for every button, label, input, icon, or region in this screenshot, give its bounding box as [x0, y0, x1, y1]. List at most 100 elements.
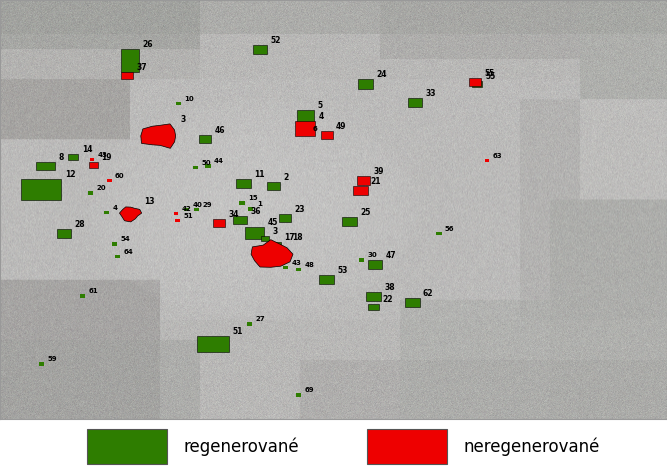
- Bar: [358, 79, 373, 89]
- Text: 6: 6: [313, 126, 317, 132]
- Text: 4: 4: [319, 112, 324, 121]
- Bar: [173, 212, 179, 215]
- Text: 10: 10: [184, 96, 194, 102]
- Text: 2: 2: [283, 173, 289, 182]
- Bar: [366, 292, 381, 301]
- Text: 39: 39: [374, 167, 384, 176]
- Bar: [248, 207, 253, 210]
- Text: 64: 64: [123, 249, 133, 255]
- Text: 3: 3: [273, 227, 278, 236]
- Text: 55: 55: [484, 70, 494, 78]
- Bar: [267, 182, 280, 191]
- Bar: [239, 201, 245, 205]
- Bar: [87, 429, 167, 464]
- Bar: [112, 243, 117, 246]
- Text: 27: 27: [255, 316, 265, 322]
- Text: 54: 54: [121, 237, 131, 243]
- Text: 20: 20: [97, 185, 106, 191]
- Text: 25: 25: [360, 208, 371, 217]
- Text: 8: 8: [58, 154, 63, 162]
- Text: 50: 50: [201, 160, 211, 166]
- Bar: [89, 158, 95, 161]
- Text: 5: 5: [317, 101, 322, 110]
- Bar: [304, 132, 309, 135]
- Text: 63: 63: [492, 153, 502, 159]
- Text: 4: 4: [113, 205, 117, 210]
- Text: 47: 47: [386, 251, 396, 260]
- Text: 52: 52: [271, 36, 281, 45]
- Text: 15: 15: [248, 195, 257, 201]
- Text: 33: 33: [426, 89, 436, 98]
- Text: 34: 34: [228, 210, 239, 219]
- Text: 18: 18: [293, 233, 303, 242]
- Text: 43: 43: [97, 152, 107, 158]
- Text: 43: 43: [291, 260, 301, 266]
- Text: 48: 48: [305, 262, 315, 268]
- Text: 69: 69: [305, 387, 314, 393]
- Polygon shape: [141, 124, 175, 148]
- Text: 30: 30: [368, 253, 378, 258]
- Bar: [436, 232, 442, 235]
- Bar: [205, 164, 211, 168]
- Text: 60: 60: [115, 173, 125, 179]
- Bar: [121, 72, 133, 79]
- Text: 42: 42: [181, 207, 191, 212]
- Bar: [115, 255, 120, 258]
- Bar: [297, 110, 314, 127]
- Bar: [253, 45, 267, 54]
- Bar: [69, 154, 79, 161]
- Bar: [175, 219, 180, 222]
- Text: 26: 26: [143, 40, 153, 49]
- Bar: [469, 78, 481, 86]
- Text: 12: 12: [65, 170, 75, 179]
- Bar: [368, 304, 379, 310]
- Text: 45: 45: [267, 219, 278, 228]
- Bar: [199, 136, 211, 143]
- Bar: [39, 363, 44, 366]
- Text: neregenerované: neregenerované: [464, 438, 600, 456]
- Text: 1: 1: [257, 201, 261, 207]
- Text: 51: 51: [233, 327, 243, 336]
- Text: 22: 22: [382, 295, 393, 304]
- Bar: [353, 186, 368, 195]
- Text: 21: 21: [371, 177, 382, 186]
- Bar: [176, 102, 181, 105]
- Bar: [367, 429, 447, 464]
- Text: 14: 14: [81, 145, 92, 154]
- Bar: [245, 228, 264, 239]
- Bar: [197, 336, 229, 352]
- Bar: [321, 131, 333, 139]
- Text: 23: 23: [295, 205, 305, 214]
- Text: 44: 44: [214, 158, 224, 164]
- Bar: [296, 268, 301, 271]
- Bar: [408, 98, 422, 107]
- Text: 56: 56: [445, 226, 454, 232]
- Bar: [359, 258, 364, 262]
- Bar: [89, 162, 98, 168]
- Text: 46: 46: [215, 127, 225, 136]
- Text: regenerované: regenerované: [183, 438, 299, 456]
- Bar: [368, 260, 382, 269]
- Bar: [233, 216, 247, 224]
- Text: 19: 19: [101, 154, 112, 162]
- Bar: [472, 81, 482, 87]
- Text: 53: 53: [338, 266, 348, 275]
- Text: 36: 36: [250, 207, 261, 216]
- Bar: [236, 179, 251, 188]
- Bar: [88, 191, 93, 195]
- Bar: [342, 217, 357, 226]
- Bar: [121, 49, 139, 73]
- Bar: [283, 266, 288, 269]
- Bar: [107, 179, 111, 182]
- Text: 62: 62: [423, 289, 434, 298]
- Text: 13: 13: [144, 197, 155, 206]
- Bar: [194, 208, 199, 211]
- Text: 61: 61: [89, 289, 98, 294]
- Text: 37: 37: [136, 63, 147, 72]
- Bar: [484, 159, 490, 162]
- Bar: [405, 298, 420, 308]
- Text: 11: 11: [254, 170, 265, 179]
- Bar: [193, 166, 198, 169]
- Bar: [319, 275, 334, 284]
- Bar: [271, 242, 281, 248]
